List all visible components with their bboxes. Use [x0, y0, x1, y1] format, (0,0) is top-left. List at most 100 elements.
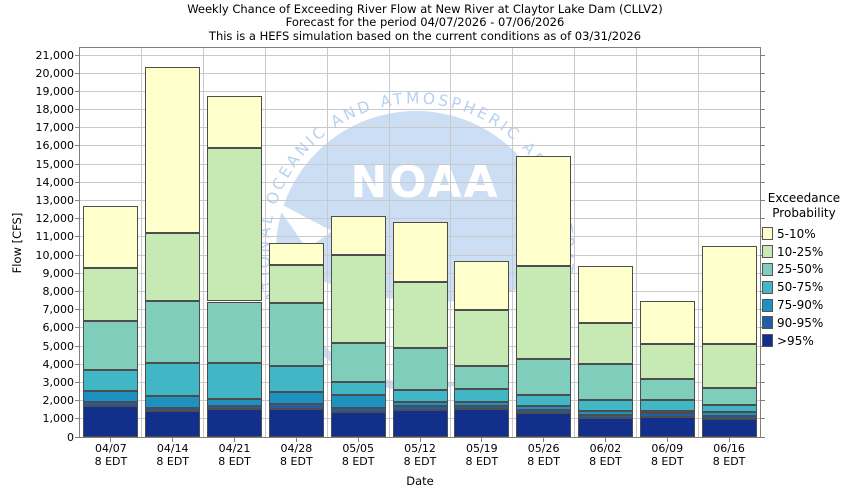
bar-segment — [701, 412, 757, 417]
bar-segment — [330, 343, 386, 382]
bar-segment — [207, 147, 263, 302]
bar-segment — [145, 410, 201, 437]
legend-label: 75-90% — [777, 298, 824, 313]
title-block: Weekly Chance of Exceeding River Flow at… — [0, 2, 850, 43]
y-tick-label: 17,000 — [35, 121, 75, 135]
gridline-vertical — [326, 48, 328, 437]
legend-item: 50-75% — [760, 278, 848, 296]
x-tick-label: 06/02 8 EDT — [573, 442, 637, 468]
bar-segment — [330, 216, 386, 256]
bar-segment — [577, 417, 633, 437]
y-tick-right — [761, 145, 765, 147]
y-tick-label: 21,000 — [35, 48, 75, 62]
x-tick-time: 8 EDT — [465, 454, 499, 468]
x-tick-date: 06/09 — [651, 442, 684, 455]
bar-segment — [701, 246, 757, 345]
x-tick — [419, 438, 421, 442]
y-tick-label: 20,000 — [35, 66, 75, 80]
x-tick — [543, 438, 545, 442]
bar-segment — [207, 301, 263, 364]
x-tick-label: 05/19 8 EDT — [450, 442, 514, 468]
x-tick-label: 05/12 8 EDT — [388, 442, 452, 468]
x-tick — [295, 438, 297, 442]
y-tick-right — [761, 400, 765, 402]
bar-segment — [701, 344, 757, 388]
gridline-horizontal — [80, 163, 760, 165]
gridline-horizontal — [80, 54, 760, 56]
bar-segment — [639, 417, 695, 437]
legend-label: >95% — [777, 333, 814, 348]
x-tick-label: 04/21 8 EDT — [203, 442, 267, 468]
x-tick-label: 05/26 8 EDT — [512, 442, 576, 468]
legend-title-line2: Probability — [772, 205, 836, 220]
y-tick-right — [761, 381, 765, 383]
x-tick-time: 8 EDT — [156, 454, 190, 468]
bar-segment — [83, 320, 139, 370]
bar-segment — [83, 401, 139, 407]
x-tick-time: 8 EDT — [403, 454, 437, 468]
bar-segment — [145, 363, 201, 397]
bar-segment — [577, 399, 633, 411]
bar-segment — [330, 411, 386, 437]
bars-layer — [80, 48, 760, 437]
bar-segment — [145, 407, 201, 411]
bar-segment — [145, 396, 201, 408]
gridline-vertical — [450, 48, 452, 437]
x-tick — [234, 438, 236, 442]
legend-swatch — [762, 245, 773, 259]
x-tick-date: 04/07 — [95, 442, 127, 455]
bar-segment — [145, 66, 201, 234]
legend-swatch — [762, 227, 773, 241]
y-tick-right — [761, 181, 765, 183]
bar-segment — [207, 363, 263, 399]
bar-segment — [268, 366, 324, 392]
y-tick-right — [761, 72, 765, 74]
chart-note: This is a HEFS simulation based on the c… — [208, 28, 642, 43]
bar-segment — [639, 413, 695, 417]
legend-label: 90-95% — [777, 315, 824, 330]
bar-segment — [207, 95, 263, 148]
x-tick-label: 04/07 8 EDT — [79, 442, 143, 468]
x-tick-date: 04/28 — [280, 442, 313, 455]
bar-segment — [639, 378, 695, 400]
bar-segment — [392, 409, 448, 437]
y-tick-label: 7,000 — [42, 303, 75, 317]
y-tick-label: 6,000 — [42, 321, 75, 335]
bar-segment — [454, 366, 510, 389]
bar-segment — [701, 418, 757, 437]
legend-item: >95% — [760, 332, 848, 350]
bar-segment — [577, 410, 633, 416]
x-tick — [728, 438, 730, 442]
bar-segment — [330, 381, 386, 396]
bar-segment — [207, 408, 263, 437]
bar-segment — [268, 243, 324, 266]
gridline-horizontal — [80, 181, 760, 183]
bar-segment — [392, 347, 448, 390]
x-tick — [110, 438, 112, 442]
y-tick-label: 1,000 — [42, 412, 75, 426]
x-tick-date: 05/19 — [465, 442, 498, 455]
y-tick-right — [761, 418, 765, 420]
x-tick-label: 05/05 8 EDT — [326, 442, 390, 468]
x-tick-label: 06/16 8 EDT — [697, 442, 761, 468]
bar-segment — [268, 303, 324, 367]
gridline-horizontal — [80, 200, 760, 202]
x-tick — [666, 438, 668, 442]
x-tick-time: 8 EDT — [218, 454, 251, 468]
bar-segment — [577, 266, 633, 324]
bar-segment — [701, 405, 757, 413]
gridline-horizontal — [80, 218, 760, 220]
bar-segment — [454, 260, 510, 310]
bar-segment — [268, 408, 324, 437]
gridline-vertical — [388, 48, 390, 437]
gridline-horizontal — [80, 90, 760, 92]
bar-segment — [454, 309, 510, 367]
y-tick-right — [761, 163, 765, 165]
y-tick-label: 3,000 — [42, 375, 75, 389]
bar-segment — [268, 404, 324, 409]
bar-segment — [577, 323, 633, 365]
bar-segment — [639, 410, 695, 414]
y-tick-label: 4,000 — [42, 357, 75, 371]
bar-segment — [83, 206, 139, 268]
legend-swatch — [762, 280, 773, 294]
